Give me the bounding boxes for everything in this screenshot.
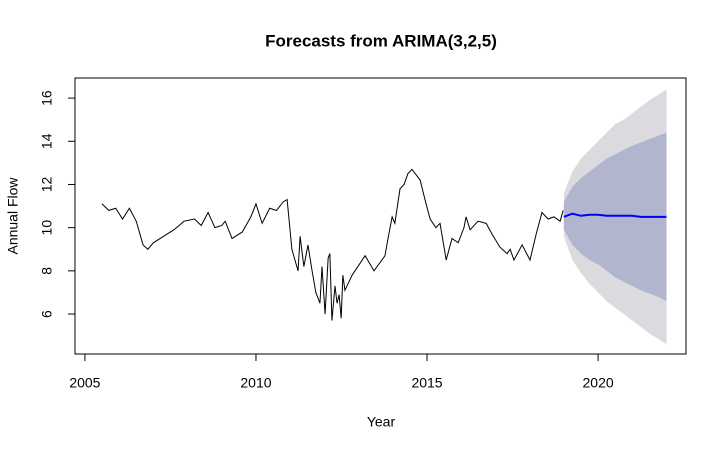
y-tick-label: 14 [39,133,55,149]
x-tick-label: 2020 [583,375,614,391]
y-tick-label: 10 [39,220,55,236]
y-tick-label: 6 [39,310,55,318]
x-axis-label: Year [367,414,396,430]
band-80 [563,132,667,302]
y-tick-label: 16 [39,90,55,106]
x-tick-label: 2010 [240,375,271,391]
y-axis-label: Annual Flow [5,177,21,255]
observed-line [101,168,564,321]
forecast-line [563,212,667,218]
plot-frame [74,77,687,355]
y-tick-label: 8 [39,267,55,275]
x-tick-label: 2005 [69,375,100,391]
chart-title: Forecasts from ARIMA(3,2,5) [265,31,497,50]
x-tick-label: 2015 [411,375,442,391]
y-tick-label: 12 [39,176,55,192]
